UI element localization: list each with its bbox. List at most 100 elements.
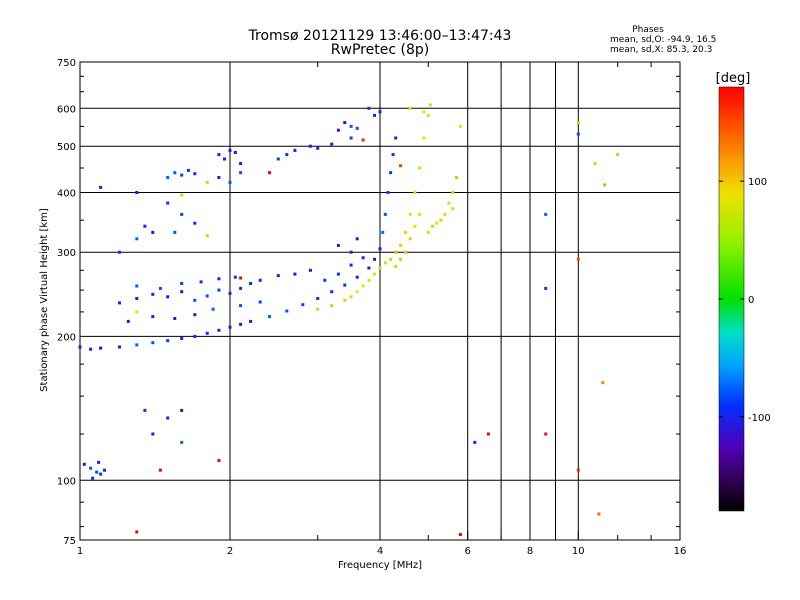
data-point-x — [443, 212, 447, 216]
data-point-o — [336, 243, 340, 247]
data-point-o — [99, 185, 103, 189]
data-point-x — [422, 136, 426, 140]
data-point-o — [166, 295, 170, 299]
data-point-x — [455, 176, 459, 179]
data-point-o — [217, 153, 221, 157]
data-point-o — [336, 272, 340, 276]
data-point-o — [383, 212, 387, 216]
data-point-o — [373, 257, 376, 261]
data-point-o — [378, 247, 382, 251]
data-point-o — [343, 283, 347, 287]
data-point-o — [228, 325, 232, 329]
data-point-o — [349, 136, 353, 140]
data-point-o — [118, 301, 121, 305]
y-gridlines — [80, 107, 680, 481]
data-point-o — [276, 274, 280, 278]
data-point-other — [205, 234, 209, 238]
y-tick-label: 600 — [57, 104, 76, 115]
data-point-x — [399, 243, 403, 247]
data-point-other — [239, 276, 243, 280]
data-point-x — [343, 298, 347, 302]
data-point-o — [166, 416, 170, 420]
y-tick-label: 750 — [57, 58, 76, 69]
data-point-o — [258, 278, 262, 282]
data-point-o — [166, 176, 170, 179]
data-point-other — [576, 468, 580, 472]
data-point-o — [386, 191, 390, 194]
data-point-x — [394, 250, 398, 254]
data-point-x — [435, 221, 439, 225]
data-point-o — [239, 322, 243, 326]
x-tick-label: 8 — [527, 546, 533, 557]
data-point-x — [458, 124, 462, 128]
data-point-o — [293, 272, 297, 276]
data-point-o — [576, 132, 580, 136]
data-point-o — [95, 470, 99, 474]
data-point-x — [316, 307, 320, 311]
data-point-o — [173, 317, 177, 320]
colorbar-tick-label: 0 — [748, 295, 754, 306]
data-point-o — [394, 136, 398, 140]
data-point-x — [373, 272, 376, 276]
data-point-o — [308, 144, 312, 148]
data-point-o — [180, 290, 184, 294]
data-point-o — [158, 286, 162, 290]
data-point-o — [166, 201, 170, 205]
data-point-o — [330, 290, 334, 294]
colorbar-tick-label: 100 — [748, 177, 767, 188]
data-point-x — [378, 266, 382, 270]
data-point-o — [258, 300, 262, 304]
data-point-x — [205, 180, 209, 184]
data-point-o — [151, 432, 155, 436]
data-point-o — [126, 319, 130, 323]
data-point-other — [486, 432, 490, 436]
y-axis-label: Stationary phase Virtual Height [km] — [39, 208, 50, 392]
data-point-x — [367, 278, 371, 282]
data-point-o — [233, 275, 237, 279]
y-tick-label: 300 — [57, 248, 76, 259]
data-point-o — [308, 268, 312, 272]
data-point-x — [413, 224, 417, 228]
data-point-o — [193, 221, 197, 225]
x-tick-label: 1 — [77, 546, 83, 557]
chart-subtitle: RwPretec (8p) — [331, 42, 429, 58]
y-ticks — [80, 75, 680, 528]
data-point-o — [135, 191, 139, 194]
data-point-x — [383, 261, 387, 265]
x-tick-labels: 1 2 4 6 8 10 16 — [77, 546, 687, 557]
data-point-o — [389, 171, 393, 175]
data-point-other — [458, 533, 462, 536]
data-point-other — [576, 121, 580, 125]
data-point-o — [223, 157, 226, 161]
data-point-x — [422, 110, 426, 114]
x-tick-label: 10 — [572, 546, 585, 557]
data-point-x — [426, 113, 430, 117]
data-point-o — [151, 341, 155, 345]
data-point-o — [180, 212, 184, 216]
data-point-o — [373, 113, 376, 117]
data-point-o — [323, 278, 327, 282]
data-point-x — [431, 224, 435, 228]
x-gridlines — [229, 62, 579, 540]
data-point-o — [143, 224, 147, 228]
data-point-o — [367, 106, 371, 110]
data-point-x — [361, 284, 365, 288]
data-point-o — [151, 230, 155, 234]
data-point-o — [180, 173, 184, 177]
data-point-other — [361, 138, 365, 142]
data-point-o — [180, 337, 184, 340]
data-point-o — [211, 307, 215, 311]
data-point-o — [217, 328, 221, 332]
data-point-o — [349, 263, 353, 267]
data-point-x — [355, 290, 359, 294]
data-point-o — [166, 339, 170, 343]
x-axis-label: Frequency [MHz] — [338, 560, 422, 571]
chart-title: Tromsø 20121129 13:46:00–13:47:43 — [248, 28, 512, 44]
data-point-other — [268, 171, 271, 175]
data-point-o — [91, 476, 95, 480]
x-tick-label: 4 — [377, 546, 383, 557]
data-point-x — [593, 162, 597, 165]
data-point-x — [330, 304, 334, 308]
data-point-o — [268, 315, 271, 319]
data-point-o — [544, 212, 548, 216]
